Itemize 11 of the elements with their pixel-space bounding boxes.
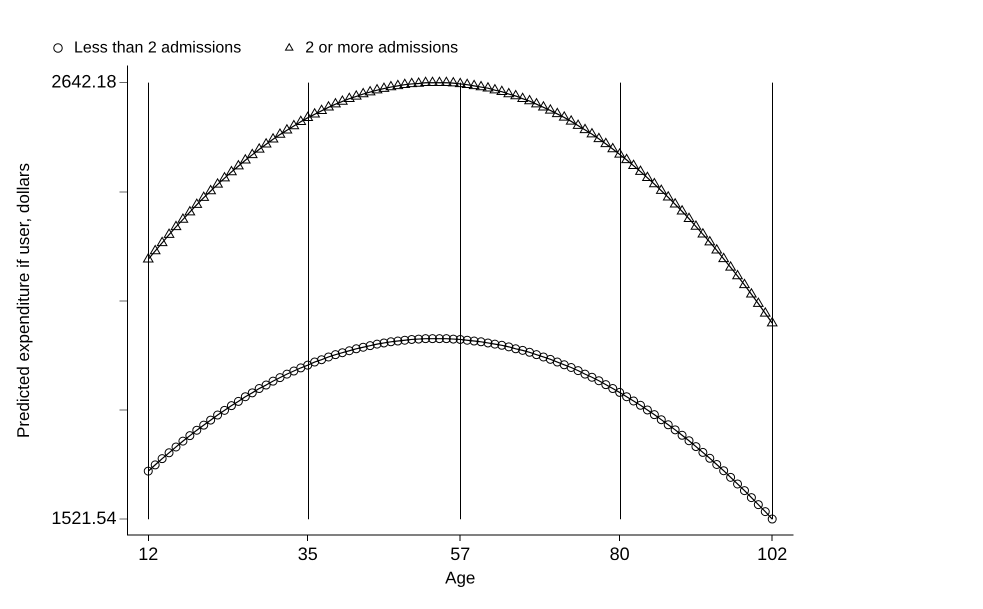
x-tick-label: 35 [298, 544, 318, 564]
legend-label: Less than 2 admissions [74, 39, 242, 56]
y-tick-label: 1521.54 [51, 508, 116, 528]
x-tick-label: 12 [138, 544, 158, 564]
x-tick-label: 57 [450, 544, 470, 564]
y-axis-title: Predicted expenditure if user, dollars [14, 163, 33, 438]
legend-label: 2 or more admissions [305, 39, 458, 56]
y-tick-label: 2642.18 [51, 72, 116, 92]
x-tick-label: 80 [610, 544, 630, 564]
x-axis-title: Age [445, 568, 476, 588]
x-tick-label: 102 [757, 544, 788, 564]
